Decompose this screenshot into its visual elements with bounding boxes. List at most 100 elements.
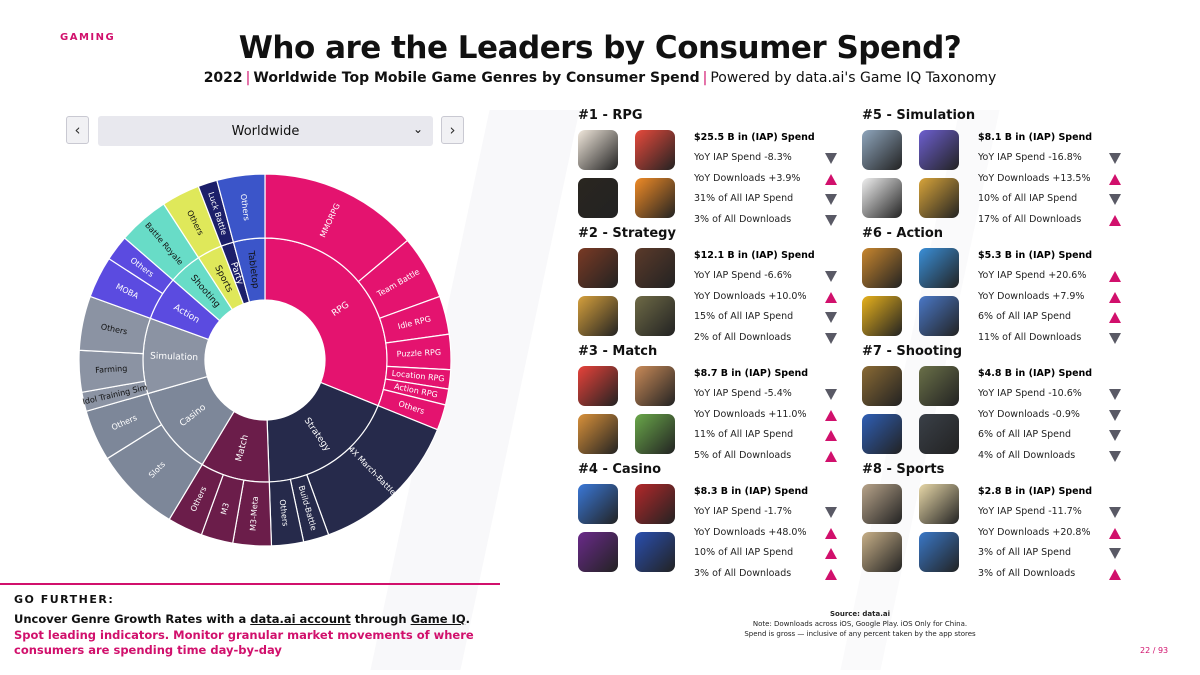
region-dropdown[interactable]: Worldwide ⌄ <box>98 116 433 146</box>
subtitle-separator-2: | <box>702 70 708 86</box>
trend-down-icon <box>1109 153 1121 164</box>
trend-up-icon <box>825 430 837 441</box>
genre-stat: 2% of All Downloads <box>694 331 792 343</box>
app-icon[interactable] <box>635 248 675 288</box>
spend-value: $4.8 B in (IAP) Spend <box>978 368 1093 379</box>
genre-stat: YoY IAP Spend +20.6% <box>978 270 1087 281</box>
app-icon[interactable] <box>578 414 618 454</box>
app-icon[interactable] <box>862 248 902 288</box>
app-icon[interactable] <box>635 130 675 170</box>
app-icon[interactable] <box>862 366 902 406</box>
sunburst-outer-label-9: Others <box>278 499 290 527</box>
app-icon[interactable] <box>578 366 618 406</box>
app-icon[interactable] <box>578 248 618 288</box>
sunburst-outer-label-3: Puzzle RPG <box>396 348 441 359</box>
app-icon[interactable] <box>919 484 959 524</box>
trend-up-icon <box>1109 271 1121 282</box>
app-icon[interactable] <box>578 532 618 572</box>
app-icon[interactable] <box>919 532 959 572</box>
trend-up-icon <box>1109 527 1121 539</box>
sunburst-outer-label-11: M3 <box>219 502 231 516</box>
genre-stat: 17% of All Downloads <box>978 213 1082 225</box>
app-icon[interactable] <box>578 484 618 524</box>
genre-stat: 3% of All Downloads <box>978 567 1076 579</box>
game-iq-link[interactable]: Game IQ <box>410 612 466 626</box>
genre-card-5: #5 - Simulation $8.1 B in (IAP) Spend YoY … <box>862 108 1142 226</box>
app-icon[interactable] <box>919 178 959 218</box>
genre-stat: 6% of All IAP Spend <box>978 311 1072 322</box>
trend-down-icon <box>825 389 837 400</box>
genre-title: #8 - Sports <box>862 462 945 477</box>
trend-down-icon <box>825 271 837 282</box>
genre-stat: YoY IAP Spend -5.4% <box>694 388 792 399</box>
genre-title: #2 - Strategy <box>578 226 676 241</box>
genre-stat: 11% of All IAP Spend <box>694 429 794 440</box>
app-icon[interactable] <box>635 296 675 336</box>
app-icon[interactable] <box>635 366 675 406</box>
go-further-highlight: Spot leading indicators. Monitor granula… <box>14 628 474 657</box>
genre-title: #1 - RPG <box>578 108 643 123</box>
spend-value: $2.8 B in (IAP) Spend <box>978 486 1093 497</box>
sunburst-outer-segment-23 <box>216 173 266 243</box>
genre-stat: YoY Downloads -0.9% <box>978 408 1080 420</box>
trend-up-icon <box>1109 214 1121 226</box>
region-dropdown-value: Worldwide <box>231 123 300 139</box>
app-icon[interactable] <box>578 296 618 336</box>
data-ai-account-link[interactable]: data.ai account <box>250 612 351 626</box>
app-icon[interactable] <box>919 296 959 336</box>
app-icon[interactable] <box>862 414 902 454</box>
genre-card-6: #6 - Action $5.3 B in (IAP) Spend YoY IAP … <box>862 226 1142 344</box>
trend-up-icon <box>825 173 837 185</box>
trend-down-icon <box>825 214 837 226</box>
genre-stat: 6% of All IAP Spend <box>978 429 1072 440</box>
genre-card-7: #7 - Shooting $4.8 B in (IAP) Spend YoY IA… <box>862 344 1142 462</box>
genre-stat: 15% of All IAP Spend <box>694 311 794 322</box>
app-icon[interactable] <box>862 296 902 336</box>
app-icon[interactable] <box>578 178 618 218</box>
genre-stat: 3% of All IAP Spend <box>978 547 1072 558</box>
spend-value: $25.5 B in (IAP) Spend <box>694 132 815 143</box>
app-icon[interactable] <box>919 248 959 288</box>
genre-card-3: #3 - Match $8.7 B in (IAP) Spend YoY IAP S… <box>578 344 858 462</box>
page-subtitle: 2022 | Worldwide Top Mobile Game Genres by… <box>0 70 1200 86</box>
trend-up-icon <box>825 548 837 559</box>
subtitle-separator: | <box>245 70 251 86</box>
chevron-left-icon: ‹ <box>74 121 81 139</box>
trend-down-icon <box>825 153 837 164</box>
trend-down-icon <box>1109 409 1121 421</box>
app-icon[interactable] <box>635 532 675 572</box>
sunburst-outer-label-10: M3-Meta <box>249 496 260 531</box>
trend-down-icon <box>1109 507 1121 518</box>
spend-value: $5.3 B in (IAP) Spend <box>978 250 1093 261</box>
app-icon[interactable] <box>919 130 959 170</box>
app-icon[interactable] <box>919 414 959 454</box>
app-icon[interactable] <box>635 414 675 454</box>
genre-stat: 10% of All IAP Spend <box>978 193 1078 204</box>
app-icon[interactable] <box>862 484 902 524</box>
prev-region-button[interactable]: ‹ <box>66 116 89 144</box>
subtitle-year: 2022 <box>203 70 243 86</box>
spend-value: $12.1 B in (IAP) Spend <box>694 250 815 261</box>
genre-card-2: #2 - Strategy $12.1 B in (IAP) Spend YoY I… <box>578 226 858 344</box>
genre-title: #6 - Action <box>862 226 944 241</box>
trend-down-icon <box>1109 389 1121 400</box>
trend-up-icon <box>1109 173 1121 185</box>
genre-stat: YoY Downloads +3.9% <box>694 172 801 184</box>
section-tag: GAMING <box>60 32 116 43</box>
genre-stat: 10% of All IAP Spend <box>694 547 794 558</box>
go-further-text: Uncover Genre Growth Rates with a data.a… <box>14 612 470 626</box>
sunburst-outer-label-16: Farming <box>95 364 128 375</box>
genre-stat: YoY Downloads +20.8% <box>978 526 1091 538</box>
app-icon[interactable] <box>862 178 902 218</box>
genre-stat: YoY IAP Spend -1.7% <box>694 506 792 517</box>
app-icon[interactable] <box>578 130 618 170</box>
app-icon[interactable] <box>862 130 902 170</box>
app-icon[interactable] <box>862 532 902 572</box>
genre-stat: 3% of All Downloads <box>694 213 792 225</box>
next-region-button[interactable]: › <box>441 116 464 144</box>
app-icon[interactable] <box>635 484 675 524</box>
spend-value: $8.7 B in (IAP) Spend <box>694 368 809 379</box>
trend-up-icon <box>1109 291 1121 303</box>
app-icon[interactable] <box>635 178 675 218</box>
app-icon[interactable] <box>919 366 959 406</box>
